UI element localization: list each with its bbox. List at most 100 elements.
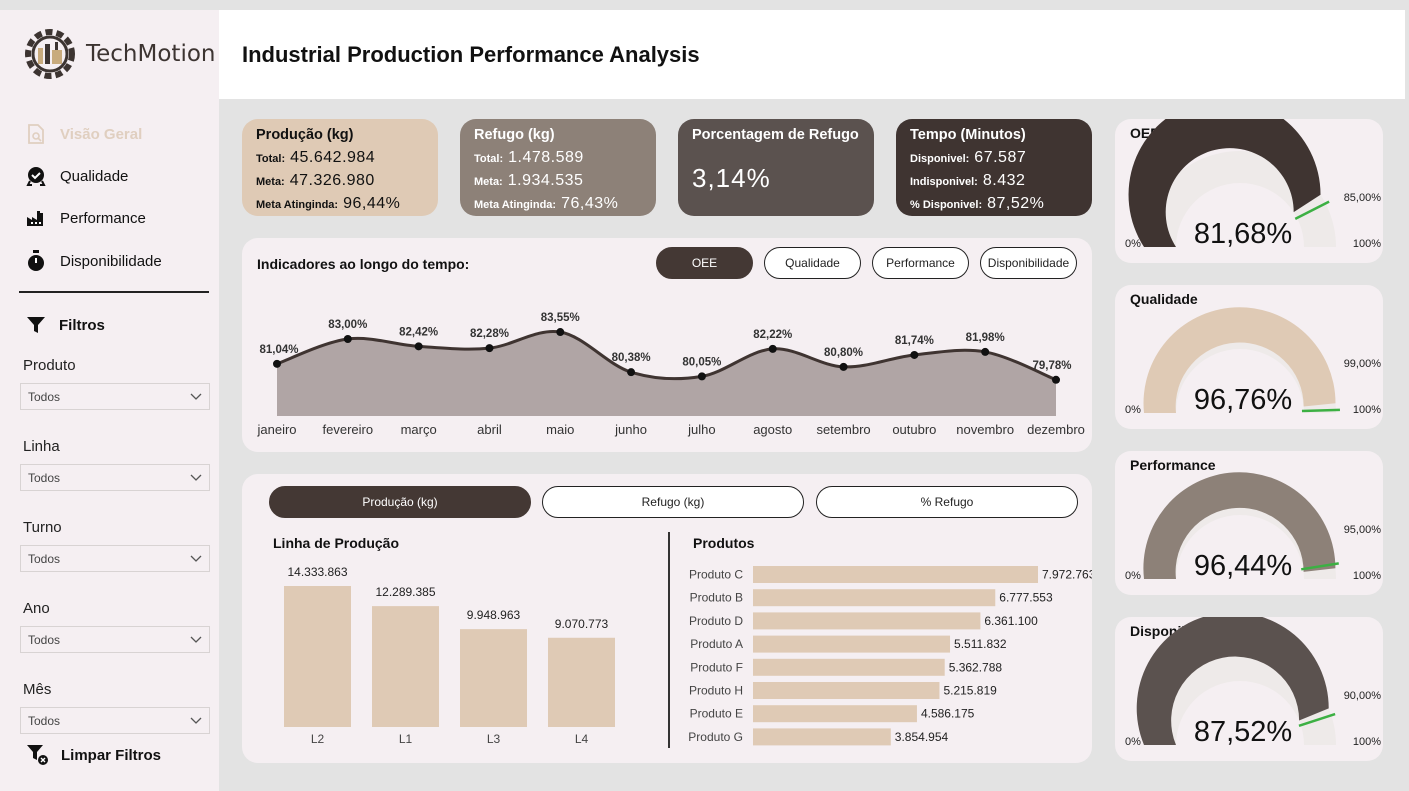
kpi-value: 47.326.980 xyxy=(289,172,375,189)
product-bar[interactable] xyxy=(753,612,981,630)
filter-select-produto[interactable]: Todos xyxy=(20,383,210,410)
gauge-fill xyxy=(1128,119,1321,247)
filter-select-ano[interactable]: Todos xyxy=(20,626,210,653)
clear-filters-button[interactable]: Limpar Filtros xyxy=(27,744,161,766)
gauge-card-qualidade: Qualidade 96,76% 0% 100% 99,00% xyxy=(1115,285,1383,429)
kpi-card-porcentagem-refugo: Porcentagem de Refugo 3,14% xyxy=(678,119,874,216)
data-point[interactable] xyxy=(556,328,565,337)
product-bar[interactable] xyxy=(753,682,940,699)
tab-qualidade[interactable]: Qualidade xyxy=(764,247,861,279)
kpi-title: Produção (kg) xyxy=(256,127,354,143)
gauge-min-label: 0% xyxy=(1125,570,1141,582)
data-point[interactable] xyxy=(273,359,281,368)
bar-l2[interactable] xyxy=(284,586,351,727)
nav-label: Visão Geral xyxy=(60,125,143,143)
product-value-label: 5.215.819 xyxy=(943,684,997,698)
tab-oee[interactable]: OEE xyxy=(656,247,753,279)
nav-item-visao-geral[interactable]: Visão Geral xyxy=(24,122,142,146)
data-point[interactable] xyxy=(910,350,919,359)
quality-badge-icon xyxy=(24,164,48,188)
x-tick-label: janeiro xyxy=(256,422,296,437)
tab-percent-refugo[interactable]: % Refugo xyxy=(816,486,1078,518)
page-header: Industrial Production Performance Analys… xyxy=(219,10,1405,99)
select-value: Todos xyxy=(28,713,61,728)
filter-select-turno[interactable]: Todos xyxy=(20,545,210,572)
product-label: Produto A xyxy=(690,637,743,651)
kpi-value: 96,44% xyxy=(343,195,401,212)
gauge-title: Performance xyxy=(1130,457,1216,473)
gauge-fill xyxy=(1143,472,1336,579)
kpi-title: Porcentagem de Refugo xyxy=(692,127,859,143)
product-bar[interactable] xyxy=(753,635,951,653)
product-label: Produto C xyxy=(689,568,743,582)
gauge-target-marker xyxy=(1301,408,1340,413)
x-tick-label: outubro xyxy=(892,422,936,437)
gauge-value: 81,68% xyxy=(1194,218,1292,250)
area-fill xyxy=(277,331,1056,416)
filter-select-linha[interactable]: Todos xyxy=(20,464,210,491)
line-chart-title: Linha de Produção xyxy=(273,535,400,551)
gauge-qualidade: 96,76% 0% 100% 99,00% xyxy=(1125,307,1381,416)
chevron-down-icon xyxy=(190,552,202,566)
data-label: 81,04% xyxy=(259,344,298,356)
data-point[interactable] xyxy=(627,368,636,377)
product-label: Produto F xyxy=(690,660,743,674)
select-value: Todos xyxy=(28,389,61,404)
filter-label-linha: Linha xyxy=(23,438,60,455)
production-bar-charts: 14.333.863 L2 12.289.385 L1 9.948.963 L3 9.070… xyxy=(284,565,1092,746)
data-point[interactable] xyxy=(768,344,777,353)
gauge-max-label: 100% xyxy=(1353,570,1381,582)
bar-l4[interactable] xyxy=(548,637,615,727)
bar-l3[interactable] xyxy=(460,629,527,727)
filter-select-mes[interactable]: Todos xyxy=(20,707,210,734)
product-bar[interactable] xyxy=(753,566,1038,583)
gauge-max-label: 100% xyxy=(1353,736,1381,748)
bar-category-label: L1 xyxy=(399,732,413,746)
data-point[interactable] xyxy=(697,372,706,381)
kpi-label: % Disponivel: xyxy=(910,199,983,211)
kpi-title: Refugo (kg) xyxy=(474,127,555,143)
x-tick-label: abril xyxy=(477,422,502,437)
tab-producao-kg[interactable]: Produção (kg) xyxy=(269,486,531,518)
brand-name: TechMotion xyxy=(86,41,216,67)
product-value-label: 5.511.832 xyxy=(954,637,1007,651)
gauge-disponibilidade: 87,52% 0% 100% 90,00% xyxy=(1125,617,1381,748)
data-point[interactable] xyxy=(1052,375,1060,384)
kpi-title: Tempo (Minutos) xyxy=(910,127,1026,143)
data-point[interactable] xyxy=(485,344,494,353)
product-label: Produto H xyxy=(689,684,743,698)
gear-factory-icon xyxy=(25,29,75,79)
overview-doc-icon xyxy=(24,122,48,146)
x-tick-label: fevereiro xyxy=(323,422,374,437)
filter-label-ano: Ano xyxy=(23,600,50,617)
x-tick-label: março xyxy=(401,422,437,437)
clear-filter-icon xyxy=(27,744,49,766)
stopwatch-icon xyxy=(24,249,48,273)
product-bar[interactable] xyxy=(753,728,891,746)
product-label: Produto D xyxy=(689,614,743,628)
nav-item-performance[interactable]: Performance xyxy=(24,206,146,230)
gauge-target-marker xyxy=(1294,200,1330,220)
gauge-target-label: 85,00% xyxy=(1344,192,1382,204)
tab-performance[interactable]: Performance xyxy=(872,247,969,279)
product-bar[interactable] xyxy=(753,658,945,676)
product-bar[interactable] xyxy=(753,705,917,723)
data-point[interactable] xyxy=(839,362,848,371)
tab-refugo-kg[interactable]: Refugo (kg) xyxy=(542,486,804,518)
nav-item-qualidade[interactable]: Qualidade xyxy=(24,164,128,188)
tab-disponibilidade[interactable]: Disponibilidade xyxy=(980,247,1077,279)
data-label: 80,05% xyxy=(682,356,721,368)
nav-item-disponibilidade[interactable]: Disponibilidade xyxy=(24,249,162,273)
data-point[interactable] xyxy=(981,347,990,356)
page-title: Industrial Production Performance Analys… xyxy=(242,42,700,67)
series-line xyxy=(276,329,1057,382)
kpi-value: 1.478.589 xyxy=(508,149,584,166)
data-point[interactable] xyxy=(343,335,352,343)
data-point[interactable] xyxy=(414,342,423,351)
product-bar[interactable] xyxy=(753,589,996,607)
nav-label: Qualidade xyxy=(60,167,129,185)
x-tick-label: setembro xyxy=(816,422,870,437)
bar-l1[interactable] xyxy=(372,606,439,727)
gauge-card-oee: OEE 81,68% 0% 100% 85,00% xyxy=(1115,119,1383,263)
data-label: 80,80% xyxy=(824,347,863,359)
